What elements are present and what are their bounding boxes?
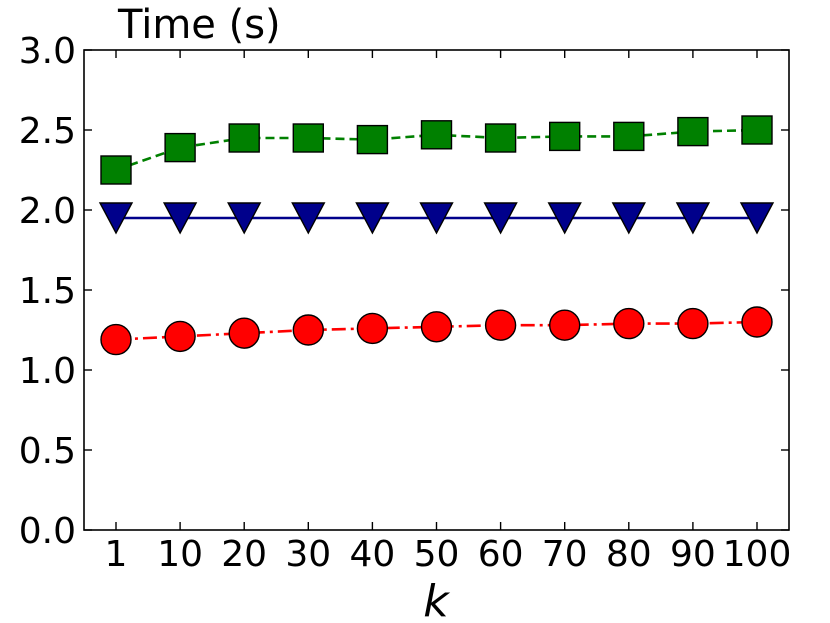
x-tick-label: 100 [723,534,792,575]
data-point-square [356,124,389,155]
x-tick-label: 10 [157,534,203,575]
x-tick-label: 40 [349,534,395,575]
y-tick-label: 2.0 [19,191,76,232]
x-tick-label: 30 [285,534,331,575]
data-point-square [228,123,260,153]
y-tick-label: 1.5 [19,271,76,312]
series-3 [100,306,773,356]
data-point-circle [100,323,132,356]
y-tick-label: 0.0 [19,511,76,552]
x-tick-label: 50 [414,534,460,575]
data-point-triangle [291,202,326,235]
data-point-circle [677,307,709,340]
data-point-circle [164,320,196,353]
data-point-circle [356,312,389,345]
x-tick-label: 1 [105,534,128,575]
data-point-circle [420,311,453,343]
data-point-triangle [739,202,775,235]
data-point-square [164,132,196,163]
data-point-triangle [419,202,454,235]
data-point-circle [741,306,773,338]
data-point-triangle [675,202,711,235]
x-axis: 1 10 20 30 40 50 60 70 80 90 100 [105,50,792,575]
data-point-triangle [483,202,518,235]
series-1 [100,115,773,185]
y-tick-label: 3.0 [19,31,76,72]
y-tick-label: 2.5 [19,111,76,152]
y-axis: 0.0 0.5 1.0 1.5 2.0 2.5 3.0 [19,31,789,552]
data-point-square [292,123,324,153]
y-tick-label: 1.0 [19,351,76,392]
x-axis-label: k [423,576,450,623]
series-2 [98,202,775,235]
data-point-square [613,121,645,152]
data-point-square [677,116,709,147]
y-axis-label: Time (s) [117,2,281,48]
data-point-circle [292,314,324,346]
plot-area [98,115,775,356]
data-point-square [420,120,453,150]
x-tick-label: 80 [606,534,652,575]
x-tick-label: 20 [221,534,267,575]
data-point-square [741,115,773,145]
x-tick-label: 60 [478,534,524,575]
x-tick-label: 70 [542,534,588,575]
data-point-triangle [355,202,390,235]
data-point-triangle [227,202,262,235]
data-point-square [100,155,132,185]
y-tick-label: 0.5 [19,431,76,472]
data-point-circle [228,317,260,349]
data-point-triangle [162,202,198,235]
data-point-circle [484,309,517,341]
x-tick-label: 90 [670,534,716,575]
data-point-square [484,123,517,153]
data-point-circle [549,309,581,341]
data-point-triangle [611,202,646,235]
series-line [115,320,758,341]
data-point-triangle [98,202,134,235]
data-point-triangle [547,202,582,235]
data-point-square [549,121,581,152]
data-point-circle [613,307,645,340]
